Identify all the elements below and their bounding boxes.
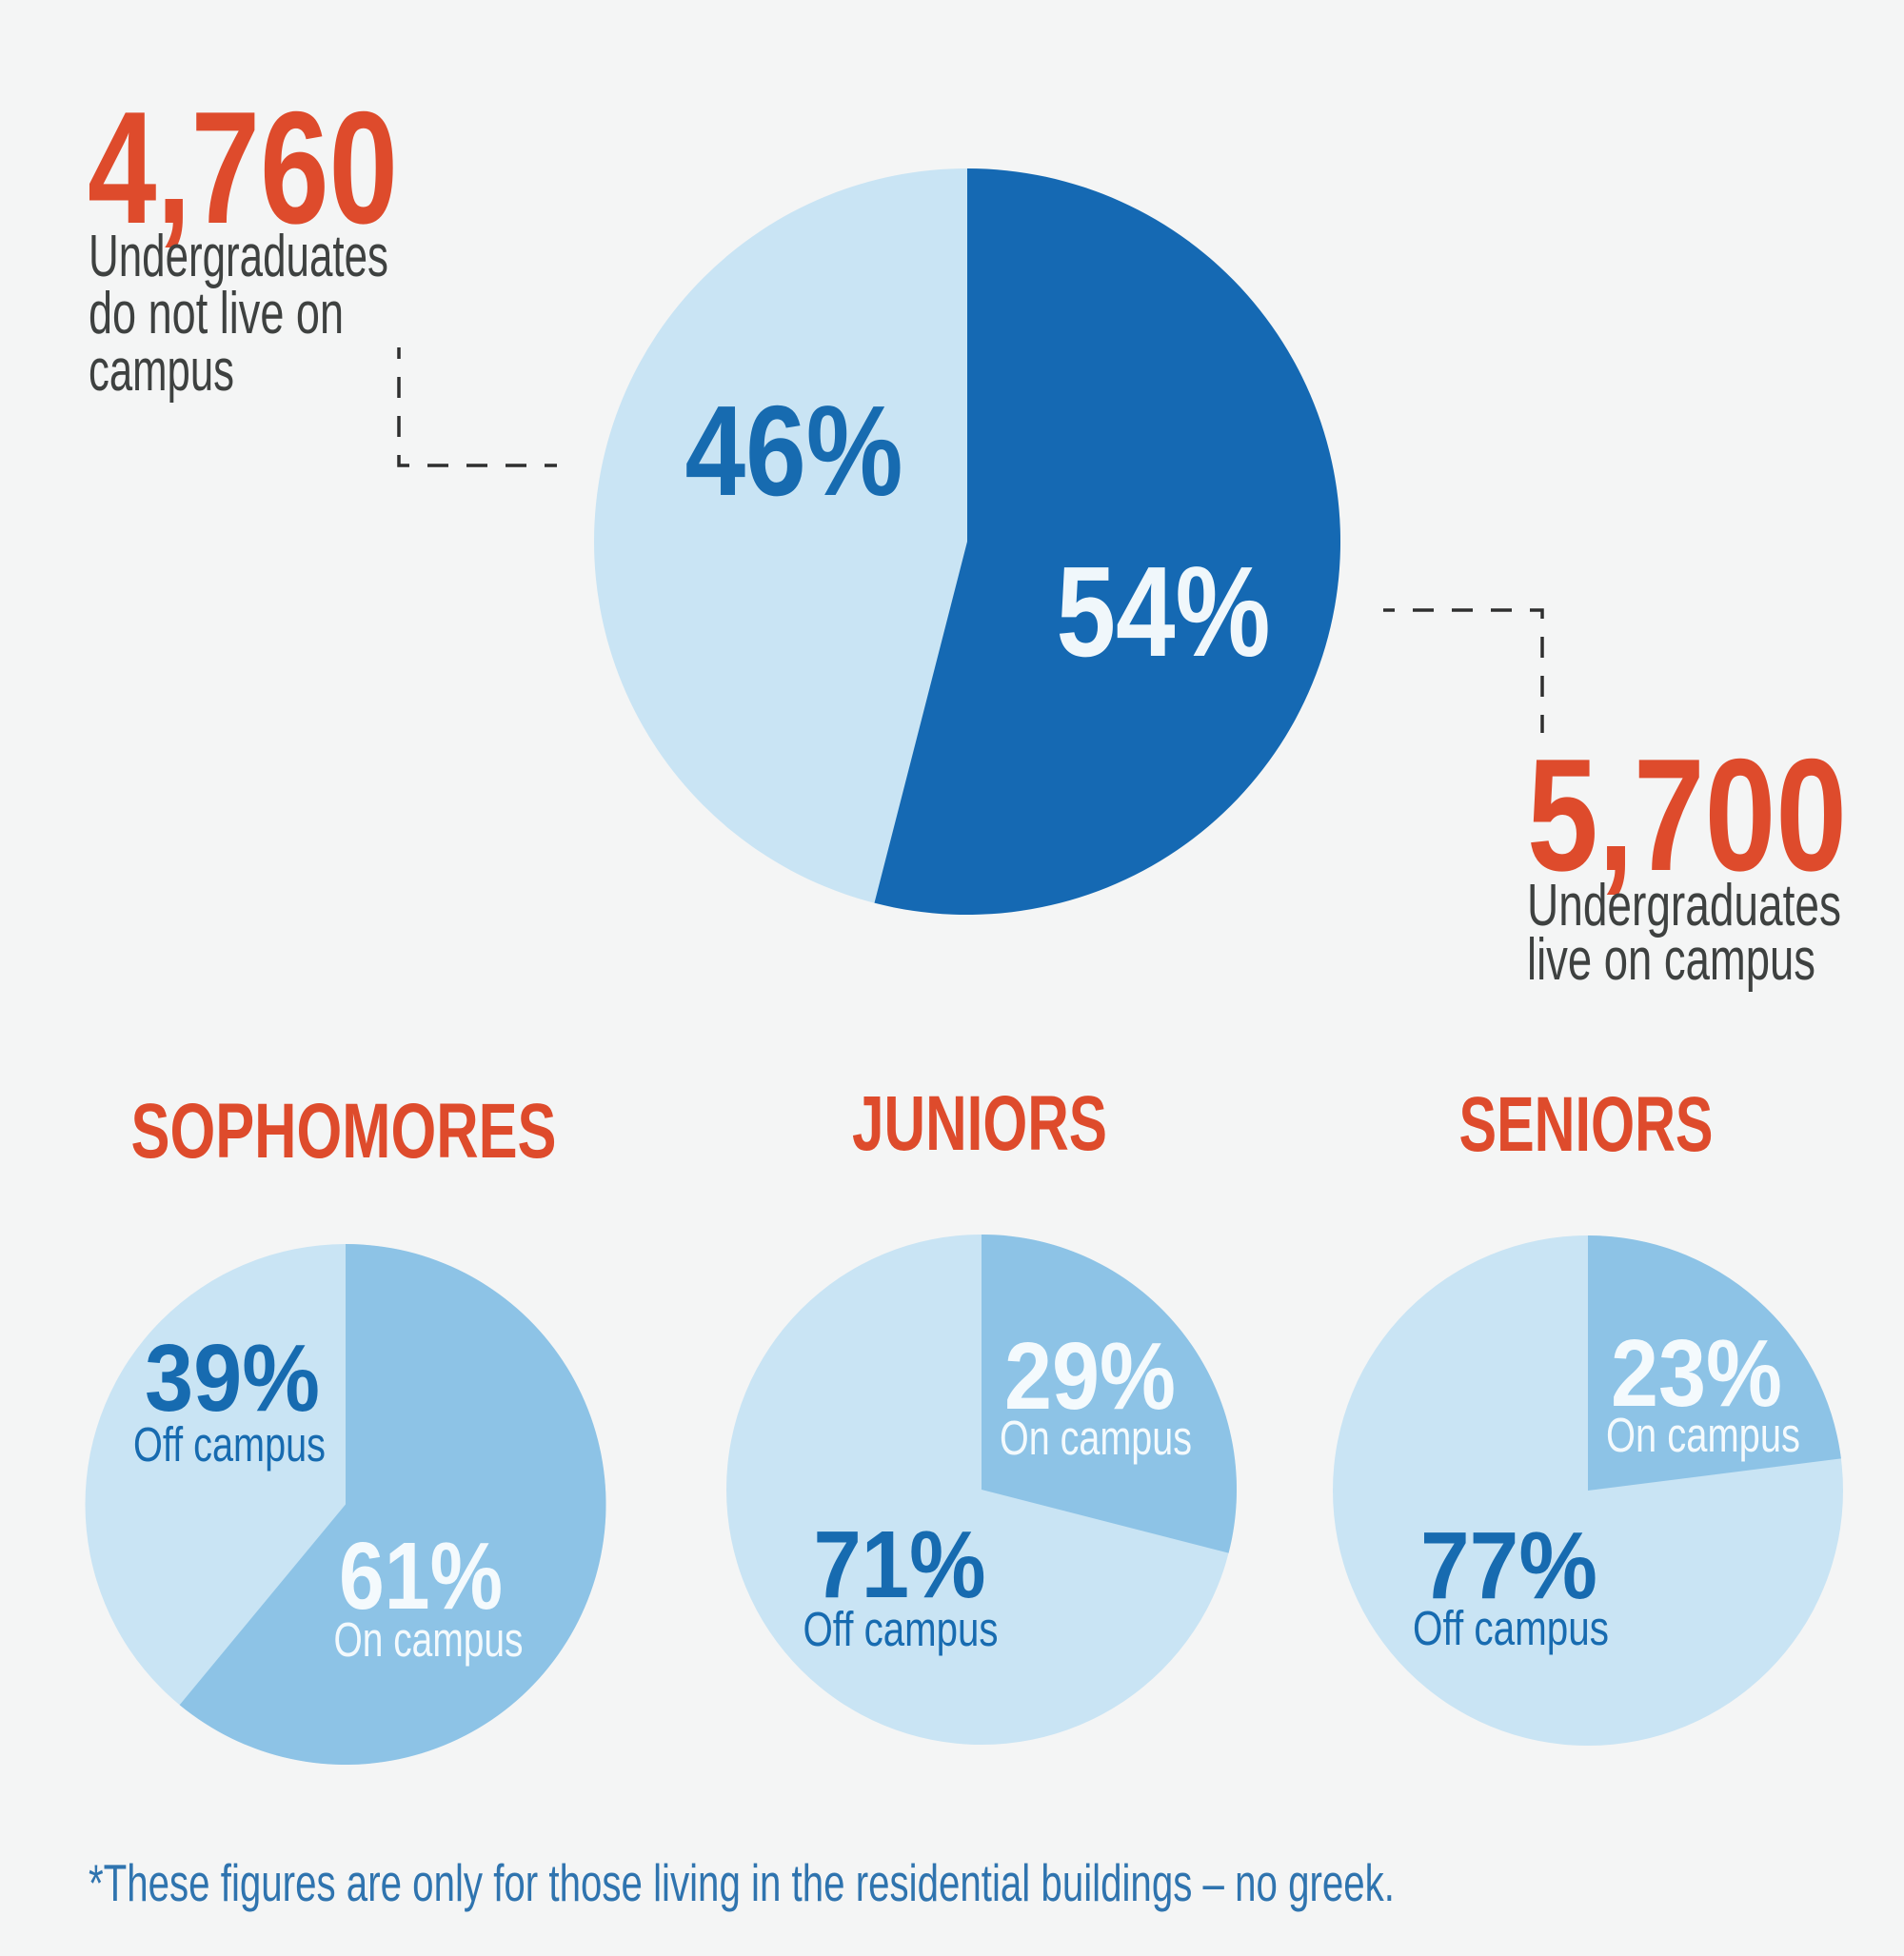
svg-text:JUNIORS: JUNIORS [852, 1080, 1107, 1167]
svg-text:live on campus: live on campus [1527, 927, 1815, 993]
svg-text:54%: 54% [1057, 540, 1271, 683]
svg-text:On campus: On campus [334, 1612, 524, 1667]
svg-text:39%: 39% [145, 1325, 320, 1432]
svg-text:On campus: On campus [1000, 1411, 1192, 1465]
svg-text:77%: 77% [1420, 1512, 1597, 1619]
svg-text:71%: 71% [814, 1511, 986, 1618]
svg-text:23%: 23% [1611, 1320, 1782, 1427]
svg-text:5,700: 5,700 [1527, 725, 1847, 904]
svg-text:Off campus: Off campus [1413, 1601, 1609, 1655]
svg-text:29%: 29% [1004, 1323, 1176, 1430]
svg-text:Undergraduates: Undergraduates [89, 224, 388, 289]
svg-text:46%: 46% [685, 379, 903, 523]
svg-text:*These figures are only for th: *These figures are only for those living… [89, 1853, 1395, 1912]
svg-text:Off campus: Off campus [803, 1602, 999, 1656]
svg-text:Off campus: Off campus [133, 1417, 326, 1472]
svg-text:SOPHOMORES: SOPHOMORES [131, 1088, 557, 1175]
svg-text:campus: campus [89, 338, 234, 404]
svg-text:On campus: On campus [1606, 1408, 1800, 1462]
svg-text:61%: 61% [339, 1523, 503, 1630]
svg-text:Undergraduates: Undergraduates [1527, 873, 1841, 938]
svg-text:SENIORS: SENIORS [1459, 1081, 1714, 1168]
svg-text:4,760: 4,760 [88, 78, 398, 257]
svg-text:do not live on: do not live on [89, 281, 344, 346]
